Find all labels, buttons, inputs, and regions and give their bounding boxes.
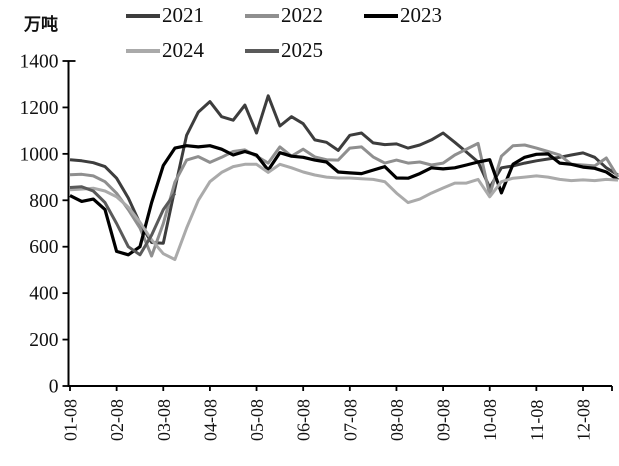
legend-label: 2025 xyxy=(281,38,323,62)
x-tick-label: 10-08 xyxy=(480,399,500,441)
x-tick-label: 04-08 xyxy=(200,399,220,441)
chart-legend: 2021 2022 2023 2024 2025 xyxy=(126,0,504,68)
legend-swatch-2022 xyxy=(245,13,279,18)
legend-item-2023: 2023 xyxy=(364,0,504,33)
legend-item-2025: 2025 xyxy=(245,33,364,68)
y-axis-unit-label: 万吨 xyxy=(24,15,58,34)
x-tick-label: 12-08 xyxy=(574,399,594,441)
series-line-2023 xyxy=(69,144,619,257)
x-tick-label: 01-08 xyxy=(61,399,81,441)
y-tick-label: 1400 xyxy=(20,52,59,73)
x-tick-label: 06-08 xyxy=(294,399,314,441)
x-tick-label: 07-08 xyxy=(340,399,360,441)
legend-label: 2023 xyxy=(400,3,442,27)
y-tick-label: 800 xyxy=(29,191,58,212)
series-line-2024 xyxy=(69,162,619,261)
x-tick-label: 02-08 xyxy=(107,399,127,441)
axes xyxy=(67,61,612,387)
y-tick-label: 400 xyxy=(29,284,58,305)
legend-label: 2021 xyxy=(162,3,204,27)
x-tick-label: 08-08 xyxy=(387,399,407,441)
x-tick-label: 11-08 xyxy=(527,400,547,441)
series-line-2021 xyxy=(69,94,619,245)
y-tick-label: 1200 xyxy=(20,98,59,119)
x-tick-label: 09-08 xyxy=(434,399,454,441)
y-tick-label: 0 xyxy=(49,377,59,398)
series-line-2025 xyxy=(69,185,177,257)
legend-swatch-2025 xyxy=(245,48,279,53)
x-tick-label: 05-08 xyxy=(247,399,267,441)
legend-swatch-2023 xyxy=(364,13,398,18)
legend-item-2024: 2024 xyxy=(126,33,245,68)
legend-swatch-2024 xyxy=(126,48,160,53)
y-tick-label: 1000 xyxy=(20,144,59,165)
legend-item-2021: 2021 xyxy=(126,0,245,33)
series-line-2022 xyxy=(69,141,619,258)
x-tick-label: 03-08 xyxy=(154,399,174,441)
legend-swatch-2021 xyxy=(126,13,160,18)
y-tick-label: 600 xyxy=(29,237,58,258)
legend-label: 2022 xyxy=(281,3,323,27)
legend-item-2022: 2022 xyxy=(245,0,364,33)
y-tick-label: 200 xyxy=(29,330,58,351)
legend-label: 2024 xyxy=(162,38,204,62)
